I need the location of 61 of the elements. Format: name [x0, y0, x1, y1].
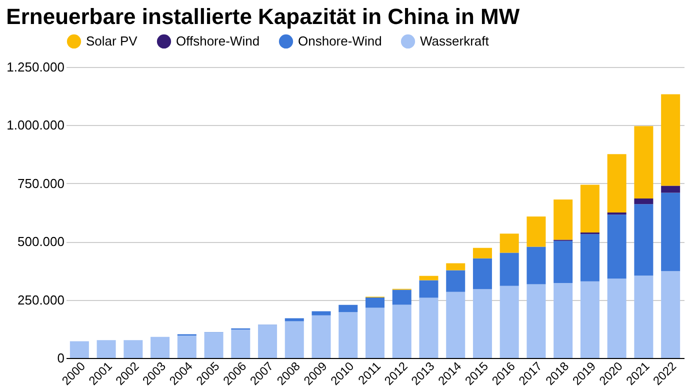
bar — [526, 216, 546, 247]
bar — [554, 199, 573, 240]
bar — [472, 248, 492, 258]
bar — [500, 286, 519, 358]
bar — [472, 289, 492, 358]
bar — [634, 126, 654, 199]
bar — [446, 292, 466, 358]
bar — [419, 280, 438, 298]
bar — [472, 258, 492, 290]
bar — [338, 304, 358, 312]
bar — [284, 318, 304, 322]
bar — [580, 234, 600, 282]
bar — [607, 214, 626, 279]
bar — [392, 304, 412, 358]
bar — [366, 308, 384, 358]
legend-label: Solar PV — [86, 33, 138, 48]
bar — [419, 276, 438, 280]
bar — [634, 276, 654, 358]
bar — [258, 324, 278, 358]
bar — [580, 184, 600, 233]
bar — [607, 154, 626, 212]
bar — [661, 192, 680, 272]
bar — [177, 336, 196, 358]
bar — [500, 252, 519, 286]
legend-label: Offshore-Wind — [176, 33, 260, 48]
bar — [607, 278, 626, 358]
bar — [70, 341, 89, 358]
y-tick-label: 1.000.000 — [6, 118, 64, 133]
bar — [392, 290, 412, 305]
bar — [526, 246, 546, 284]
legend-label: Onshore-Wind — [298, 33, 382, 48]
bar — [312, 311, 331, 316]
legend-label: Wasserkraft — [420, 33, 490, 48]
bar — [554, 240, 573, 284]
bar — [312, 315, 331, 358]
bar — [446, 270, 466, 292]
bar — [446, 263, 466, 270]
bar — [284, 321, 304, 358]
bar — [526, 284, 546, 358]
y-tick-label: 500.000 — [18, 234, 64, 250]
bar — [661, 271, 680, 358]
bar — [366, 297, 384, 308]
y-tick-label: 1.250.000 — [6, 60, 64, 74]
bar — [634, 198, 654, 204]
bar — [231, 330, 250, 358]
bar — [204, 332, 224, 358]
bar — [661, 94, 680, 186]
bar — [338, 312, 358, 358]
bar — [634, 204, 654, 276]
bar — [661, 186, 680, 193]
bar — [554, 283, 573, 358]
bar — [96, 340, 116, 358]
bar — [500, 234, 519, 253]
bar — [150, 336, 170, 358]
chart-title: Erneuerbare installierte Kapazität in China in MW — [6, 4, 520, 29]
bar — [419, 298, 438, 358]
y-tick-label: 250.000 — [18, 292, 64, 308]
y-tick-label: 750.000 — [18, 176, 64, 191]
bar — [124, 340, 143, 358]
bar — [580, 281, 600, 358]
y-tick-label: 0 — [57, 350, 64, 366]
